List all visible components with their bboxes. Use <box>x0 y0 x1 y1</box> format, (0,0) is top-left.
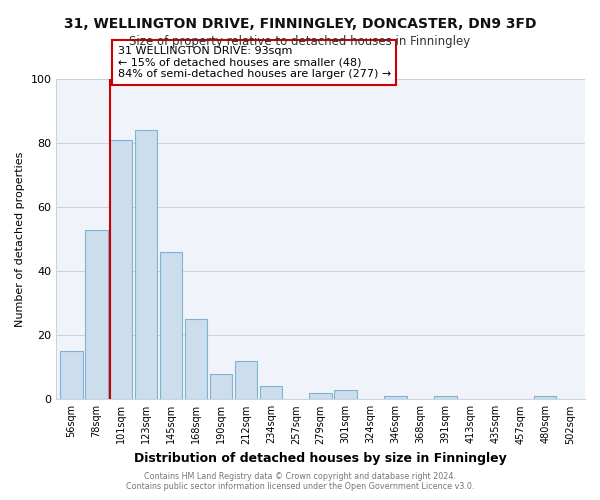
Bar <box>135 130 157 400</box>
Bar <box>235 361 257 400</box>
Text: Size of property relative to detached houses in Finningley: Size of property relative to detached ho… <box>130 35 470 48</box>
X-axis label: Distribution of detached houses by size in Finningley: Distribution of detached houses by size … <box>134 452 507 465</box>
Bar <box>210 374 232 400</box>
Bar <box>334 390 357 400</box>
Bar <box>434 396 457 400</box>
Text: 31, WELLINGTON DRIVE, FINNINGLEY, DONCASTER, DN9 3FD: 31, WELLINGTON DRIVE, FINNINGLEY, DONCAS… <box>64 18 536 32</box>
Bar <box>85 230 107 400</box>
Text: 31 WELLINGTON DRIVE: 93sqm
← 15% of detached houses are smaller (48)
84% of semi: 31 WELLINGTON DRIVE: 93sqm ← 15% of deta… <box>118 46 391 79</box>
Bar <box>260 386 282 400</box>
Y-axis label: Number of detached properties: Number of detached properties <box>15 152 25 327</box>
Bar <box>384 396 407 400</box>
Bar <box>110 140 133 400</box>
Bar <box>534 396 556 400</box>
Bar <box>160 252 182 400</box>
Bar <box>60 352 83 400</box>
Text: Contains HM Land Registry data © Crown copyright and database right 2024.
Contai: Contains HM Land Registry data © Crown c… <box>126 472 474 491</box>
Bar <box>185 319 207 400</box>
Bar <box>310 393 332 400</box>
